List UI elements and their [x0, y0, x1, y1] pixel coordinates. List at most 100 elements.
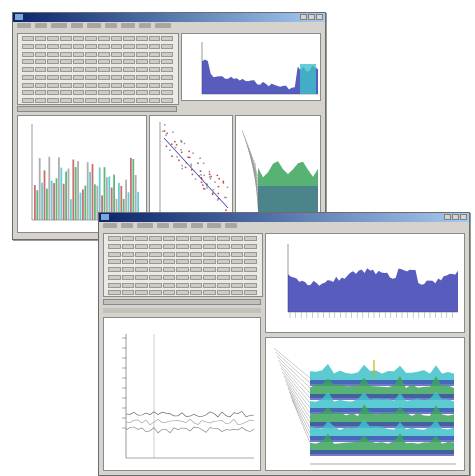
grid-cell[interactable] — [60, 43, 72, 49]
grid-cell[interactable] — [110, 74, 123, 80]
grid-cell[interactable] — [148, 43, 161, 49]
grid-cell[interactable] — [136, 43, 148, 49]
grid-cell[interactable] — [108, 274, 121, 280]
grid-cell[interactable] — [47, 36, 59, 41]
grid-cell[interactable] — [85, 51, 97, 57]
grid-cell[interactable] — [72, 82, 85, 88]
grid-cell[interactable] — [203, 259, 217, 265]
grid-cell[interactable] — [72, 90, 85, 96]
grid-cell[interactable] — [230, 251, 244, 257]
grid-cell[interactable] — [123, 43, 135, 49]
grid-cell[interactable] — [121, 274, 135, 280]
grid-cell[interactable] — [123, 51, 135, 57]
grid-cell[interactable] — [244, 236, 257, 241]
grid-cell[interactable] — [244, 267, 257, 272]
grid-cell[interactable] — [148, 59, 161, 65]
grid-cell[interactable] — [203, 282, 217, 288]
grid-cell[interactable] — [161, 59, 173, 65]
grid-cell[interactable] — [230, 259, 244, 265]
grid-cell[interactable] — [189, 236, 203, 241]
grid-cell[interactable] — [136, 36, 148, 41]
grid-cell[interactable] — [203, 274, 217, 280]
grid-cell[interactable] — [72, 51, 85, 57]
front-data-grid[interactable] — [103, 233, 263, 297]
grid-cell[interactable] — [161, 51, 173, 57]
grid-cell[interactable] — [203, 251, 217, 257]
grid-cell[interactable] — [60, 36, 72, 41]
back-data-grid[interactable] — [17, 33, 179, 105]
grid-cell[interactable] — [110, 67, 123, 73]
grid-cell[interactable] — [60, 82, 72, 88]
grid-cell[interactable] — [123, 74, 135, 80]
menu-item[interactable] — [139, 23, 151, 28]
close-icon[interactable] — [316, 14, 323, 20]
grid-cell[interactable] — [98, 98, 110, 104]
grid-cell[interactable] — [161, 98, 173, 104]
back-title-bar[interactable] — [13, 13, 325, 22]
grid-cell[interactable] — [60, 98, 72, 104]
grid-cell[interactable] — [72, 36, 85, 41]
grid-cell[interactable] — [22, 36, 34, 41]
grid-cell[interactable] — [22, 98, 34, 104]
grid-cell[interactable] — [110, 43, 123, 49]
grid-cell[interactable] — [176, 290, 189, 296]
grid-cell[interactable] — [162, 282, 176, 288]
grid-cell[interactable] — [230, 282, 244, 288]
grid-cell[interactable] — [34, 90, 47, 96]
menu-item[interactable] — [35, 23, 47, 28]
grid-cell[interactable] — [148, 98, 161, 104]
grid-cell[interactable] — [217, 274, 230, 280]
grid-cell[interactable] — [22, 90, 34, 96]
menu-item[interactable] — [121, 223, 133, 228]
grid-cell[interactable] — [121, 282, 135, 288]
grid-cell[interactable] — [108, 251, 121, 257]
grid-cell[interactable] — [230, 267, 244, 272]
menu-item[interactable] — [87, 23, 101, 28]
grid-cell[interactable] — [217, 236, 230, 241]
window-menu-icon[interactable] — [101, 214, 109, 220]
grid-cell[interactable] — [47, 43, 59, 49]
grid-cell[interactable] — [162, 243, 176, 249]
grid-cell[interactable] — [217, 259, 230, 265]
grid-cell[interactable] — [162, 290, 176, 296]
grid-cell[interactable] — [85, 43, 97, 49]
grid-cell[interactable] — [148, 274, 162, 280]
grid-cell[interactable] — [22, 59, 34, 65]
grid-cell[interactable] — [108, 290, 121, 296]
grid-cell[interactable] — [85, 36, 97, 41]
menu-item[interactable] — [137, 223, 153, 228]
grid-cell[interactable] — [22, 74, 34, 80]
grid-cell[interactable] — [123, 36, 135, 41]
grid-cell[interactable] — [203, 267, 217, 272]
menu-item[interactable] — [105, 23, 117, 28]
grid-cell[interactable] — [162, 259, 176, 265]
menu-item[interactable] — [191, 223, 203, 228]
grid-cell[interactable] — [98, 67, 110, 73]
grid-cell[interactable] — [108, 259, 121, 265]
grid-cell[interactable] — [110, 90, 123, 96]
grid-cell[interactable] — [47, 82, 59, 88]
grid-cell[interactable] — [148, 290, 162, 296]
grid-cell[interactable] — [108, 267, 121, 272]
grid-cell[interactable] — [244, 274, 257, 280]
menu-item[interactable] — [155, 23, 171, 28]
grid-cell[interactable] — [148, 90, 161, 96]
grid-cell[interactable] — [121, 251, 135, 257]
grid-cell[interactable] — [72, 98, 85, 104]
grid-cell[interactable] — [244, 290, 257, 296]
grid-cell[interactable] — [176, 251, 189, 257]
grid-cell[interactable] — [110, 51, 123, 57]
grid-cell[interactable] — [47, 74, 59, 80]
grid-cell[interactable] — [148, 267, 162, 272]
grid-cell[interactable] — [60, 74, 72, 80]
grid-cell[interactable] — [85, 90, 97, 96]
grid-cell[interactable] — [98, 59, 110, 65]
grid-cell[interactable] — [176, 243, 189, 249]
window-menu-icon[interactable] — [15, 14, 23, 20]
grid-cell[interactable] — [121, 236, 135, 241]
grid-cell[interactable] — [123, 82, 135, 88]
grid-cell[interactable] — [85, 82, 97, 88]
grid-cell[interactable] — [176, 274, 189, 280]
grid-cell[interactable] — [136, 67, 148, 73]
grid-cell[interactable] — [244, 259, 257, 265]
